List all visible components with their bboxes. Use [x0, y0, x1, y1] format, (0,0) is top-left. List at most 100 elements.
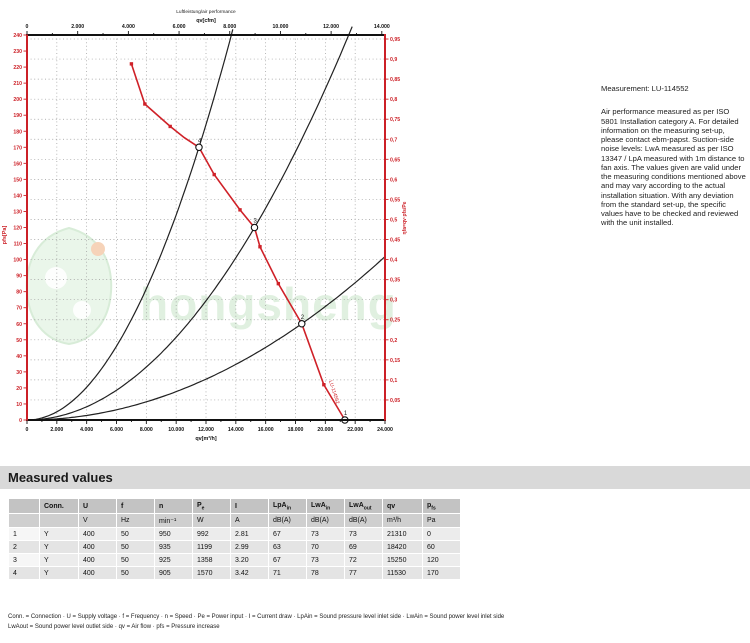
table-row: 3 Y 400 50 925 1358 3.20 67 73 72 15250 120 — [9, 554, 460, 567]
col-unit: m³/h — [383, 514, 422, 528]
watermark: hongsheng — [25, 226, 397, 346]
curve-marker — [322, 383, 326, 387]
col-unit: Hz — [117, 514, 154, 528]
col-header: qv — [383, 499, 422, 514]
top-axis-tick-label: 12.000 — [323, 24, 339, 30]
top-axis: 0 2.000 4.000 6.000 8.000 10.000 12.000 14.000 — [26, 24, 390, 35]
bottom-axis-tick-label: 6.000 — [110, 427, 123, 433]
right-axis-tick-label: 0,8 — [390, 97, 397, 103]
curve-marker — [258, 245, 262, 249]
top-axis-tick-label: 2.000 — [71, 24, 84, 30]
left-axis-tick-label: 180 — [13, 129, 22, 135]
table-cell: 72 — [345, 554, 382, 567]
col-header: f — [117, 499, 154, 514]
left-axis-tick-label: 20 — [16, 386, 22, 392]
measured-point-label: 2 — [301, 315, 305, 321]
right-axis-tick-label: 0,1 — [390, 378, 397, 384]
measured-values-header: Measured values — [0, 466, 750, 489]
right-axis-tick-label: 0,6 — [390, 177, 397, 183]
grid — [27, 35, 385, 420]
curve-marker — [143, 102, 147, 106]
table-cell: 73 — [345, 528, 382, 541]
watermark-text: hongsheng — [140, 278, 397, 330]
curve-marker — [276, 281, 281, 286]
right-axis-tick-label: 0,95 — [390, 37, 400, 43]
table-cell: 400 — [79, 554, 116, 567]
measured-point — [195, 143, 203, 152]
system-curve — [27, 256, 386, 421]
table-cell: 73 — [307, 554, 344, 567]
left-axis: 0 10 20 30 40 50 60 70 80 90 100 110 120 130 140 150 160… — [13, 33, 27, 424]
table-cell: 400 — [79, 541, 116, 554]
table-cell: 73 — [307, 528, 344, 541]
top-axis-tick-label: 0 — [26, 24, 29, 30]
left-axis-tick-label: 80 — [16, 290, 22, 296]
left-axis-tick-label: 120 — [13, 226, 22, 232]
col-header: LwAin — [307, 499, 344, 514]
table-cell: 18420 — [383, 541, 422, 554]
left-axis-tick-label: 230 — [13, 49, 22, 55]
right-axis-tick-label: 0,15 — [390, 358, 400, 364]
table-cell: 50 — [117, 554, 154, 567]
left-axis-tick-label: 170 — [13, 145, 22, 151]
col-header: LpAin — [269, 499, 306, 514]
measured-point-label: 3 — [253, 219, 257, 225]
bottom-axis-tick-label: 22.000 — [347, 427, 363, 433]
right-axis-tick-label: 0,7 — [390, 137, 397, 143]
measured-point-label: 4 — [198, 138, 202, 144]
top-axis-tick-label: 14.000 — [374, 24, 390, 30]
top-axis-tick-label: 8.000 — [223, 24, 236, 30]
system-curve — [26, 29, 234, 421]
curve-marker — [238, 208, 242, 212]
right-axis-tick-label: 0,85 — [390, 77, 400, 83]
table-cell: 992 — [193, 528, 230, 541]
bottom-axis-tick-label: 18.000 — [288, 427, 304, 433]
table-cell: 925 — [155, 554, 192, 567]
table-cell: 50 — [117, 528, 154, 541]
table-cell: 3 — [9, 554, 39, 567]
left-axis-tick-label: 200 — [13, 97, 22, 103]
right-axis-tick-label: 0,25 — [390, 318, 400, 324]
left-axis-tick-label: 50 — [16, 338, 22, 344]
left-axis-tick-label: 190 — [13, 113, 22, 119]
table-cell: 67 — [269, 554, 306, 567]
left-axis-tick-label: 60 — [16, 322, 22, 328]
top-axis-tick-label: 10.000 — [272, 24, 288, 30]
table-cell: 1199 — [193, 541, 230, 554]
footnote-line2: LwAout = Sound power level outlet side ·… — [8, 624, 220, 630]
table-cell: 2.81 — [231, 528, 268, 541]
bottom-axis-title: qv[m³/h] — [195, 436, 216, 442]
right-axis-tick-label: 0,2 — [390, 338, 397, 344]
bottom-axis: 0 2.000 4.000 6.000 8.000 10.000 12.000 14.000 1… — [26, 420, 393, 433]
right-axis-tick-label: 0,35 — [390, 278, 400, 284]
left-axis-tick-label: 90 — [16, 274, 22, 280]
col-unit: dB(A) — [269, 514, 306, 528]
left-axis-tick-label: 100 — [13, 258, 22, 264]
curve-marker — [129, 62, 134, 66]
left-axis-tick-label: 220 — [13, 65, 22, 71]
left-axis-tick-label: 210 — [13, 81, 22, 87]
watermark-logo — [25, 226, 113, 346]
col-unit — [9, 514, 39, 528]
system-curve — [27, 26, 353, 421]
col-unit: min⁻¹ — [155, 514, 192, 528]
left-axis-tick-label: 30 — [16, 370, 22, 376]
col-unit: dB(A) — [307, 514, 344, 528]
right-axis-title: ηfa=qv·pfs/Pe — [402, 201, 408, 234]
table-cell: 120 — [423, 554, 460, 567]
col-unit: A — [231, 514, 268, 528]
table-cell: 60 — [423, 541, 460, 554]
table-cell: 3.42 — [231, 567, 268, 580]
table-cell: 50 — [117, 541, 154, 554]
footnote-line1: Conn. = Connection · U = Supply voltage … — [8, 614, 505, 620]
table-cell: 170 — [423, 567, 460, 580]
col-unit: Pa — [423, 514, 460, 528]
table-cell: 77 — [345, 567, 382, 580]
left-axis-tick-label: 40 — [16, 354, 22, 360]
table-cell: 63 — [269, 541, 306, 554]
right-axis: 0,05 0,1 0,15 0,2 0,25 0,3 0,35 0,4 0,45 0,5 0,55 0… — [385, 37, 400, 404]
